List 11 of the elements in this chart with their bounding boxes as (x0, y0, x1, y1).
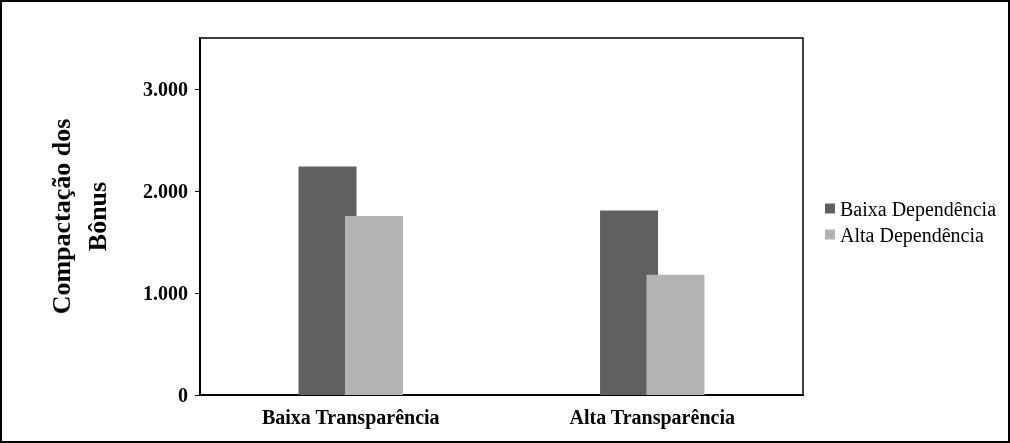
x-tick-label: Baixa Transparência (261, 406, 440, 429)
y-axis-title: Compactação dos Bônus (46, 118, 112, 315)
y-tick-label: 0 (178, 384, 188, 406)
legend-label: Baixa Dependência (840, 197, 997, 221)
bar (646, 274, 705, 395)
x-tick-label: Alta Transparência (569, 406, 735, 429)
y-tick-label: 1.000 (143, 282, 188, 304)
legend-label: Alta Dependência (840, 223, 984, 247)
y-tick-label: 2.000 (143, 180, 188, 202)
y-tick-label: 3.000 (143, 78, 188, 100)
bar (344, 215, 403, 395)
